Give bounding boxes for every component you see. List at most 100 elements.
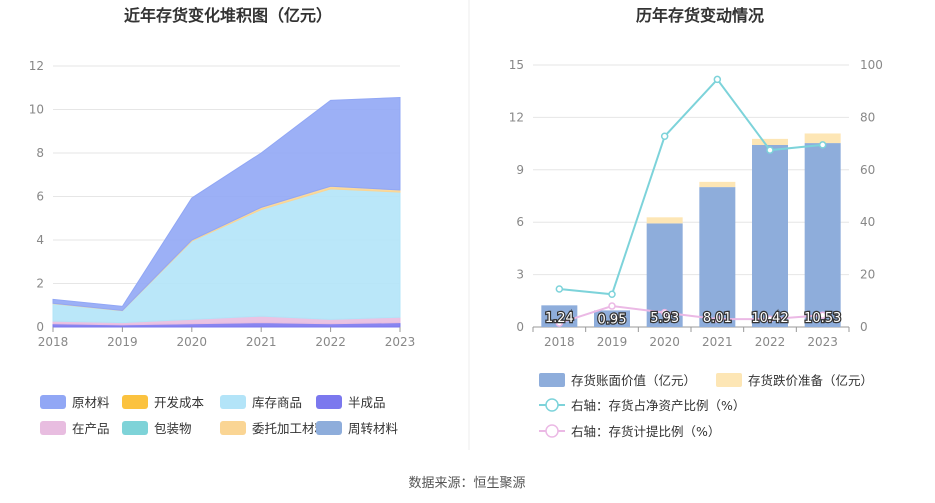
- left-x-tick-label: 2019: [107, 335, 138, 349]
- line-point-provision: [555, 319, 564, 327]
- right-y-tick-label: 6: [516, 215, 524, 229]
- left-x-tick-label: 2020: [177, 335, 208, 349]
- left-legend-swatch: [220, 421, 246, 435]
- right-x-tick-label: 2022: [755, 335, 786, 349]
- left-y-tick-label: 10: [29, 103, 44, 117]
- left-legend-label: 原材料: [72, 395, 110, 410]
- impairment-bar: [752, 138, 788, 145]
- left-legend-label: 包装物: [154, 421, 192, 436]
- line-point-ratio: [555, 285, 564, 293]
- left-x-tick-label: 2022: [315, 335, 346, 349]
- left-y-tick-label: 2: [36, 277, 44, 291]
- left-chart: 近年存货变化堆积图（亿元） 0 2 4 6 8 10 12 2018 2019 2020 2021…: [29, 6, 416, 436]
- right-y2-tick-label: 100: [860, 58, 883, 72]
- line-point-provision: [713, 315, 722, 323]
- left-legend-label: 开发成本: [154, 395, 205, 410]
- right-chart-title: 历年存货变动情况: [636, 6, 764, 25]
- left-x-tick-label: 2018: [38, 335, 69, 349]
- line-point-provision: [660, 308, 669, 317]
- line-point-provision: [608, 302, 616, 310]
- left-legend-swatch: [122, 421, 148, 435]
- right-bar-series: [541, 133, 841, 327]
- line-point-ratio: [608, 290, 616, 298]
- right-y2-tick-label: 0: [860, 320, 868, 334]
- right-x-tick-label: 2019: [597, 335, 628, 349]
- left-legend-label: 半成品: [348, 395, 386, 410]
- source-note: 数据来源：恒生聚源: [408, 476, 525, 491]
- left-x-tick-label: 2021: [246, 335, 277, 349]
- right-gridlines: [533, 64, 849, 328]
- left-y-tick-label: 8: [36, 146, 44, 160]
- right-y2-axis-ticks: 0 20 40 60 80 100: [860, 58, 883, 334]
- right-legend-swatch: [716, 373, 742, 387]
- line-point-provision: [818, 311, 827, 319]
- bar-value-label: 8.01: [703, 311, 732, 326]
- right-y-axis-ticks: 0 3 6 9 12 15: [509, 58, 524, 334]
- bar-value-label: 1.24: [545, 311, 574, 326]
- left-area-series: [52, 97, 401, 328]
- right-y2-tick-label: 40: [860, 215, 875, 229]
- bar-value-label: 10.53: [804, 311, 841, 326]
- right-y-tick-label: 15: [509, 58, 524, 72]
- left-legend-swatch: [316, 395, 342, 409]
- inventory-bar: [594, 310, 630, 327]
- right-y-tick-label: 12: [509, 110, 524, 124]
- right-x-tick-label: 2021: [702, 335, 733, 349]
- bar-value-label: 5.93: [650, 311, 679, 326]
- line-point-ratio: [713, 75, 722, 84]
- right-y2-tick-label: 20: [860, 268, 875, 282]
- bar-value-label: 10.42: [751, 311, 788, 326]
- left-legend-label: 库存商品: [252, 395, 302, 410]
- right-y2-tick-label: 80: [860, 110, 875, 124]
- right-line-series: 1.24 0.95 5.93 8.01 10.42 10.53: [544, 75, 843, 329]
- bar-value-label: 0.95: [598, 313, 627, 328]
- impairment-bar: [804, 133, 841, 144]
- inventory-bar: [699, 187, 736, 327]
- right-legend-swatch: [539, 373, 565, 387]
- left-legend-label: 在产品: [72, 421, 110, 436]
- right-y-tick-label: 0: [516, 320, 524, 334]
- inventory-bar: [541, 305, 578, 327]
- right-y-tick-label: 9: [516, 163, 524, 177]
- line-ratio: [559, 77, 823, 296]
- right-chart: 历年存货变动情况 1.24 0.95 5.93 8.01 10.42 10.53 0 3 6 9…: [509, 6, 883, 439]
- left-legend-swatch: [316, 421, 342, 435]
- left-y-tick-label: 0: [36, 320, 44, 334]
- inventory-bar: [752, 144, 788, 327]
- right-legend-label: 存货账面价值（亿元）: [571, 373, 696, 388]
- left-legend-swatch: [40, 421, 66, 435]
- line-point-ratio: [766, 146, 774, 154]
- right-legend-label: 存货跌价准备（亿元）: [748, 373, 873, 388]
- line-point-ratio: [818, 141, 827, 149]
- right-y-tick-label: 3: [516, 268, 524, 282]
- right-x-tick-label: 2023: [807, 335, 838, 349]
- right-legend-label: 右轴：存货占净资产比例（%）: [571, 398, 745, 413]
- left-y-axis-ticks: 0 2 4 6 8 10 12: [29, 59, 44, 334]
- left-chart-title: 近年存货变化堆积图（亿元）: [124, 6, 332, 25]
- right-x-tick-label: 2018: [544, 335, 575, 349]
- left-legend-label: 周转材料: [348, 421, 399, 436]
- left-area-raw: [52, 97, 401, 311]
- right-x-axis-ticks: 2018 2019 2020 2021 2022 2023: [532, 327, 850, 349]
- left-y-tick-label: 4: [36, 233, 44, 247]
- right-legend: 存货账面价值（亿元） 存货跌价准备（亿元）右轴：存货占净资产比例（%） 右轴：存货计…: [539, 373, 873, 439]
- impairment-bar: [699, 181, 736, 188]
- left-y-tick-label: 6: [36, 190, 44, 204]
- inventory-bar: [804, 143, 841, 327]
- left-x-axis-ticks: 2018 2019 2020 2021 2022 2023: [38, 327, 416, 349]
- right-legend-label: 右轴：存货计提比例（%）: [571, 424, 720, 439]
- right-x-tick-label: 2020: [649, 335, 680, 349]
- line-provision: [559, 305, 823, 325]
- line-point-provision: [766, 315, 774, 323]
- left-y-tick-label: 12: [29, 59, 44, 73]
- line-point-ratio: [660, 132, 669, 141]
- right-y2-tick-label: 60: [860, 163, 875, 177]
- left-x-tick-label: 2023: [385, 335, 416, 349]
- left-legend-swatch: [40, 395, 66, 409]
- left-legend-swatch: [220, 395, 246, 409]
- right-legend-marker: [545, 424, 559, 438]
- left-legend-label: 委托加工材料: [252, 421, 328, 436]
- left-legend-swatch: [122, 395, 148, 409]
